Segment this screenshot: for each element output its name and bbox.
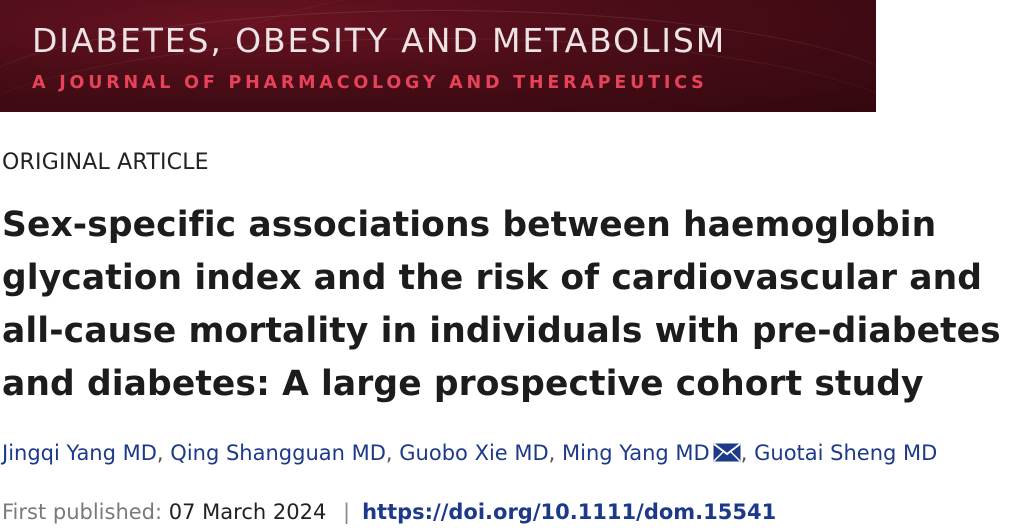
author-separator: , <box>156 441 164 465</box>
author-list: Jingqi Yang MD, Qing Shangguan MD, Guobo… <box>2 441 937 465</box>
journal-banner[interactable]: DIABETES, OBESITY AND METABOLISM A JOURN… <box>0 0 876 112</box>
published-label: First published: <box>2 500 163 524</box>
doi-link[interactable]: https://doi.org/10.1111/dom.15541 <box>362 500 777 524</box>
envelope-icon[interactable] <box>713 443 741 462</box>
publication-info: First published: 07 March 2024 | https://… <box>2 500 776 524</box>
journal-title: DIABETES, OBESITY AND METABOLISM <box>32 21 727 60</box>
article-type: ORIGINAL ARTICLE <box>2 150 209 175</box>
author-separator: , <box>385 441 393 465</box>
author-separator: , <box>548 441 556 465</box>
published-date: 07 March 2024 <box>168 500 327 524</box>
author-separator: , <box>740 441 748 465</box>
author-link[interactable]: Guotai Sheng MD <box>754 441 938 465</box>
article-title: Sex-specific associations between haemog… <box>2 205 1001 404</box>
author-link[interactable]: Jingqi Yang MD <box>2 441 157 465</box>
separator: | <box>343 500 351 524</box>
author-link[interactable]: Guobo Xie MD <box>399 441 549 465</box>
journal-subtitle: A JOURNAL OF PHARMACOLOGY AND THERAPEUTI… <box>32 73 708 93</box>
author-link[interactable]: Ming Yang MD <box>562 441 710 465</box>
author-link[interactable]: Qing Shangguan MD <box>170 441 386 465</box>
